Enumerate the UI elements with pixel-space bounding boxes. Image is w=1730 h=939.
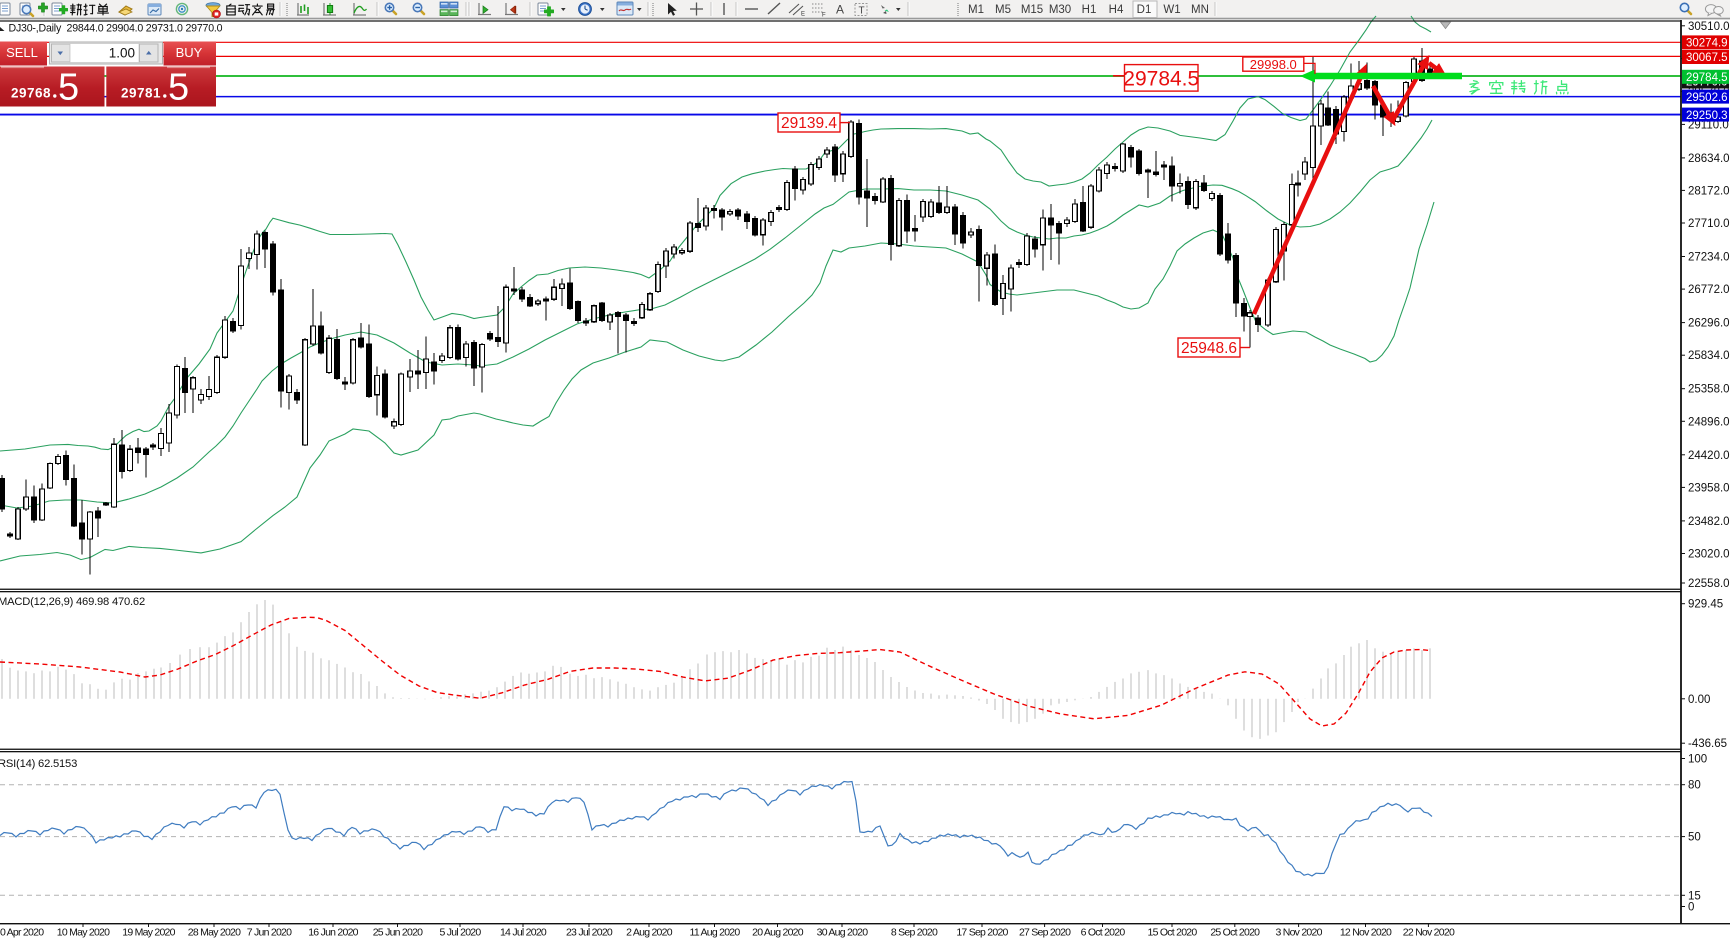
- svg-text:5 Jul 2020: 5 Jul 2020: [440, 927, 482, 939]
- svg-text:0: 0: [1688, 902, 1694, 914]
- svg-text:26296.0: 26296.0: [1688, 318, 1730, 330]
- svg-text:16 Jun 2020: 16 Jun 2020: [308, 927, 358, 939]
- svg-text:F: F: [822, 13, 826, 19]
- svg-text:MACD(12,26,9) 469.98 470.62: MACD(12,26,9) 469.98 470.62: [0, 596, 145, 608]
- svg-text:22558.0: 22558.0: [1688, 578, 1730, 590]
- svg-text:30510.0: 30510.0: [1688, 21, 1730, 33]
- svg-text:10 May 2020: 10 May 2020: [57, 927, 110, 939]
- svg-text:M1: M1: [968, 4, 984, 16]
- svg-text:29110.0: 29110.0: [1688, 119, 1729, 131]
- svg-text:25358.0: 25358.0: [1688, 384, 1730, 396]
- svg-text:50: 50: [1688, 832, 1701, 844]
- svg-text:MN: MN: [1191, 4, 1209, 16]
- svg-text:T: T: [859, 6, 865, 17]
- svg-text:25 Jun 2020: 25 Jun 2020: [373, 927, 423, 939]
- svg-text:2 Aug 2020: 2 Aug 2020: [626, 927, 673, 939]
- svg-text:23958.0: 23958.0: [1688, 482, 1730, 494]
- svg-text:29768: 29768: [11, 86, 51, 101]
- svg-text:29139.4: 29139.4: [781, 115, 837, 132]
- svg-text:23020.0: 23020.0: [1688, 549, 1730, 561]
- svg-text:8 Sep 2020: 8 Sep 2020: [891, 927, 938, 939]
- svg-text:0.00: 0.00: [1688, 694, 1710, 706]
- svg-text:DJ30-,Daily 29844.0 29904.0 2: DJ30-,Daily 29844.0 29904.0 29731.0 2977…: [9, 23, 223, 35]
- svg-text:11 Aug 2020: 11 Aug 2020: [690, 927, 741, 939]
- svg-text:27 Sep 2020: 27 Sep 2020: [1019, 927, 1071, 939]
- svg-text:20 Aug 2020: 20 Aug 2020: [752, 927, 804, 939]
- svg-text:19 May 2020: 19 May 2020: [122, 927, 175, 939]
- svg-text:28 May 2020: 28 May 2020: [188, 927, 241, 939]
- svg-text:0 Apr 2020: 0 Apr 2020: [0, 927, 44, 939]
- svg-text:30 Aug 2020: 30 Aug 2020: [817, 927, 869, 939]
- svg-text:E: E: [801, 12, 805, 18]
- svg-text:27234.0: 27234.0: [1688, 252, 1730, 264]
- svg-text:22 Nov 2020: 22 Nov 2020: [1403, 927, 1455, 939]
- svg-text:29502.6: 29502.6: [1686, 92, 1728, 104]
- svg-text:BUY: BUY: [176, 45, 203, 60]
- svg-text:3 Nov 2020: 3 Nov 2020: [1275, 927, 1322, 939]
- svg-text:29784.5: 29784.5: [1123, 67, 1199, 90]
- svg-text:M15: M15: [1021, 4, 1043, 16]
- svg-text:100: 100: [1688, 754, 1707, 766]
- svg-text:80: 80: [1688, 780, 1701, 792]
- svg-text:M30: M30: [1049, 4, 1071, 16]
- svg-text:H4: H4: [1109, 4, 1124, 16]
- svg-text:24420.0: 24420.0: [1688, 450, 1730, 462]
- svg-text:SELL: SELL: [6, 45, 38, 60]
- svg-text:25948.6: 25948.6: [1181, 340, 1237, 357]
- svg-text:RSI(14) 62.5153: RSI(14) 62.5153: [0, 758, 77, 770]
- svg-text:-436.65: -436.65: [1688, 738, 1727, 750]
- svg-text:23482.0: 23482.0: [1688, 516, 1730, 528]
- svg-text:28634.0: 28634.0: [1688, 153, 1730, 165]
- svg-text:27710.0: 27710.0: [1688, 218, 1730, 230]
- svg-text:29250.3: 29250.3: [1686, 110, 1728, 122]
- svg-text:15: 15: [1688, 890, 1701, 902]
- svg-text:5: 5: [168, 67, 189, 109]
- svg-text:30067.5: 30067.5: [1686, 52, 1728, 64]
- svg-text:12 Nov 2020: 12 Nov 2020: [1340, 927, 1392, 939]
- svg-text:14 Jul 2020: 14 Jul 2020: [500, 927, 547, 939]
- svg-text:24896.0: 24896.0: [1688, 416, 1730, 428]
- svg-text:25834.0: 25834.0: [1688, 350, 1730, 362]
- svg-text:5: 5: [58, 67, 79, 109]
- svg-text:25 Oct 2020: 25 Oct 2020: [1210, 927, 1260, 939]
- svg-text:1.00: 1.00: [109, 46, 135, 61]
- svg-text:7 Jun 2020: 7 Jun 2020: [247, 927, 292, 939]
- svg-text:29781: 29781: [121, 86, 161, 101]
- svg-text:M5: M5: [995, 4, 1011, 16]
- svg-text:23 Jul 2020: 23 Jul 2020: [566, 927, 613, 939]
- svg-text:D1: D1: [1137, 4, 1152, 16]
- svg-text:26772.0: 26772.0: [1688, 284, 1730, 296]
- svg-text:29998.0: 29998.0: [1250, 57, 1297, 72]
- svg-text:A: A: [836, 3, 844, 17]
- svg-text:28172.0: 28172.0: [1688, 185, 1730, 197]
- svg-text:6 Oct 2020: 6 Oct 2020: [1081, 927, 1126, 939]
- svg-text:29784.5: 29784.5: [1686, 72, 1728, 84]
- svg-text:H1: H1: [1082, 4, 1097, 16]
- svg-text:30274.9: 30274.9: [1686, 38, 1728, 50]
- svg-text:929.45: 929.45: [1688, 599, 1723, 611]
- svg-text:W1: W1: [1163, 4, 1180, 16]
- svg-text:15 Oct 2020: 15 Oct 2020: [1148, 927, 1198, 939]
- svg-text:17 Sep 2020: 17 Sep 2020: [956, 927, 1008, 939]
